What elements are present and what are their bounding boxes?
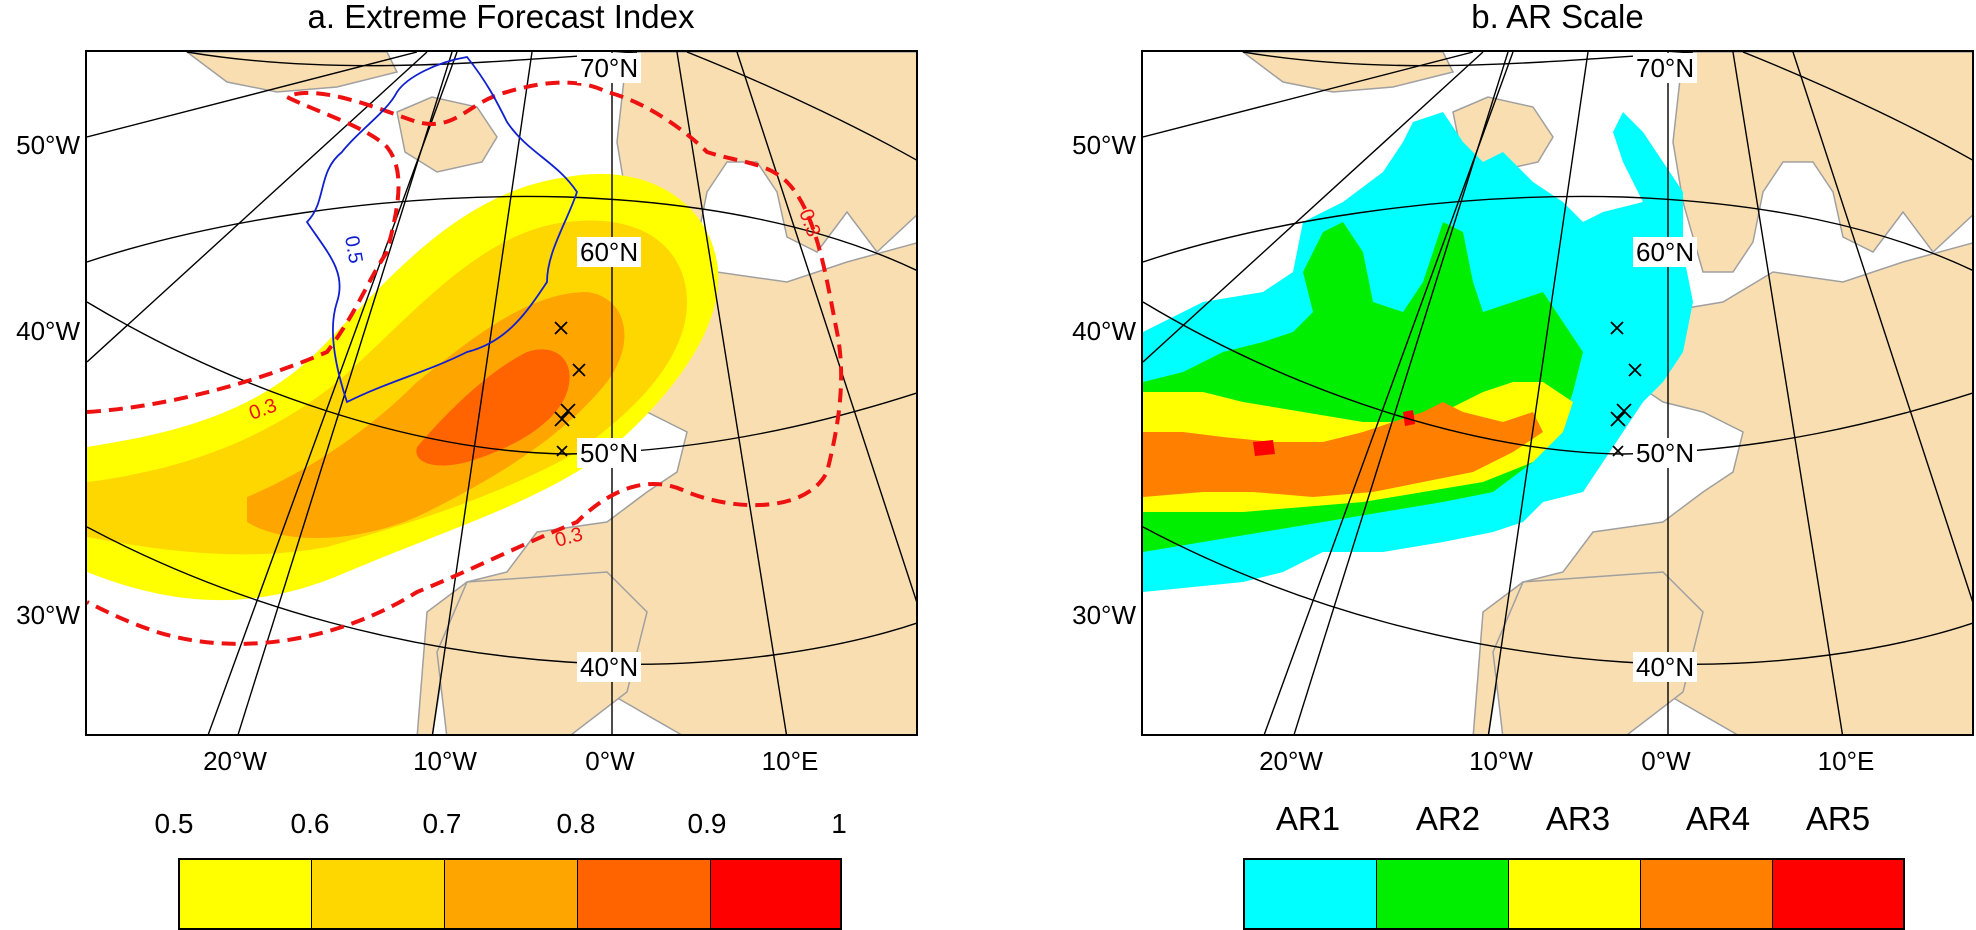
cbar-b-label-ar3: AR3: [1545, 800, 1611, 837]
greenland-land: [185, 52, 399, 93]
lat-50n: [87, 301, 916, 455]
lon-20w: [1293, 52, 1509, 734]
cbar-b-swatch-ar2: [1377, 860, 1509, 928]
lon-40w: [1143, 52, 1484, 363]
cbar-b-swatch-ar1: [1245, 860, 1377, 928]
lon-30w: [1263, 52, 1514, 734]
lat-40n: [1143, 526, 1972, 665]
cbar-a-tick-06: 0.6: [290, 808, 330, 839]
lat-label-60n-a: 60°N: [577, 237, 642, 267]
map-panel-b: 70°N 60°N 50°N 40°N: [1141, 50, 1974, 736]
cbar-a-swatch-2: [312, 860, 445, 928]
lat-60n: [1143, 195, 1972, 271]
x-tick-20w-b: 20°W: [1259, 746, 1323, 776]
iberia-land: [1492, 571, 1704, 734]
x-tick-10w-a: 10°W: [413, 746, 477, 776]
cbar-b-swatch-ar5: [1773, 860, 1903, 928]
cbar-a-tick-09: 0.9: [687, 808, 727, 839]
lat-label-50n-a: 50°N: [577, 438, 642, 468]
iceland-land: [396, 96, 498, 173]
lat-label-60n-b: 60°N: [1633, 237, 1698, 267]
x-marker: [560, 403, 576, 419]
lon-30w: [207, 52, 458, 734]
panel-b-title: b. AR Scale: [1471, 0, 1644, 35]
contours-a: [87, 56, 844, 646]
x-marker: [1612, 445, 1624, 457]
lat-label-50n-b: 50°N: [1633, 438, 1698, 468]
y-tick-40w-a: 40°W: [16, 316, 80, 346]
markers-a: [554, 321, 586, 457]
iberia-land: [436, 571, 648, 734]
cbar-a-swatch-5: [711, 860, 840, 928]
x-marker: [1628, 363, 1642, 377]
x-tick-0w-a: 0°W: [585, 746, 635, 776]
lat-60n: [87, 195, 916, 271]
cbar-b-label-ar4: AR4: [1685, 800, 1751, 837]
contour-03-north: [87, 80, 844, 646]
x-tick-10e-b: 10°E: [1817, 746, 1875, 776]
y-tick-40w-b: 40°W: [1072, 316, 1136, 346]
lon-10e: [1732, 52, 1844, 734]
cbar-a-swatch-4: [578, 860, 711, 928]
cbar-a-tick-08: 0.8: [556, 808, 596, 839]
efi-level-08: [416, 349, 570, 466]
y-tick-50w-a: 50°W: [16, 130, 80, 160]
cbar-b-swatch-ar4: [1641, 860, 1773, 928]
land-b: [1241, 52, 1972, 734]
map-panel-a: 0.3 0.3 0.3 0.5 70°N 60°N 50°N 40°N: [85, 50, 918, 736]
lon-50w: [1143, 52, 1474, 138]
x-marker: [554, 411, 570, 427]
x-marker: [1610, 321, 1624, 335]
efi-fill-a: [87, 173, 719, 601]
cbar-a-swatch-3: [445, 860, 578, 928]
y-tick-30w-b: 30°W: [1072, 600, 1136, 630]
x-marker: [572, 363, 586, 377]
scandinavia-land: [1672, 52, 1972, 273]
ar4-region: [1143, 402, 1543, 497]
greenland-land: [1241, 52, 1455, 93]
map-b-svg: [1143, 52, 1972, 734]
contour-05-blue: [305, 56, 578, 404]
colorbar-b: [1243, 858, 1905, 930]
contour-label-blue: 0.5: [340, 234, 366, 265]
x-marker: [1616, 403, 1632, 419]
panel-a-title: a. Extreme Forecast Index: [307, 0, 695, 35]
map-a-svg: 0.3 0.3 0.3 0.5: [87, 52, 916, 734]
cbar-b-swatch-ar3: [1509, 860, 1641, 928]
lat-label-40n-b: 40°N: [1633, 652, 1698, 682]
y-tick-30w-a: 30°W: [16, 600, 80, 630]
lon-20e: [736, 52, 916, 603]
colorbar-a: [178, 858, 842, 930]
x-tick-10w-b: 10°W: [1469, 746, 1533, 776]
cbar-a-tick-07: 0.7: [422, 808, 462, 839]
lat-label-70n-a: 70°N: [577, 53, 642, 83]
graticule-b: [1143, 52, 1972, 734]
x-marker: [556, 445, 568, 457]
lon-50w: [87, 52, 418, 138]
x-marker: [1610, 411, 1626, 427]
x-tick-0w-b: 0°W: [1641, 746, 1691, 776]
lat-50n: [1143, 301, 1972, 455]
cbar-b-label-ar2: AR2: [1415, 800, 1481, 837]
lon-20e: [1792, 52, 1972, 603]
cbar-b-label-ar5: AR5: [1805, 800, 1871, 837]
cbar-a-tick-1: 1: [831, 808, 847, 839]
y-tick-50w-b: 50°W: [1072, 130, 1136, 160]
cbar-a-tick-05: 0.5: [154, 808, 194, 839]
x-tick-20w-a: 20°W: [203, 746, 267, 776]
lon-10w: [431, 52, 533, 734]
x-tick-10e-a: 10°E: [761, 746, 819, 776]
lon-10e: [676, 52, 788, 734]
lat-label-40n-a: 40°N: [577, 652, 642, 682]
ar5-region: [1253, 410, 1415, 456]
x-marker: [554, 321, 568, 335]
cbar-a-swatch-1: [180, 860, 312, 928]
markers-b: [1610, 321, 1642, 457]
ar-fill-b: [1143, 112, 1693, 592]
lat-label-70n-b: 70°N: [1633, 53, 1698, 83]
cbar-b-label-ar1: AR1: [1275, 800, 1341, 837]
lat-40n: [87, 526, 916, 665]
lon-10w: [1487, 52, 1589, 734]
